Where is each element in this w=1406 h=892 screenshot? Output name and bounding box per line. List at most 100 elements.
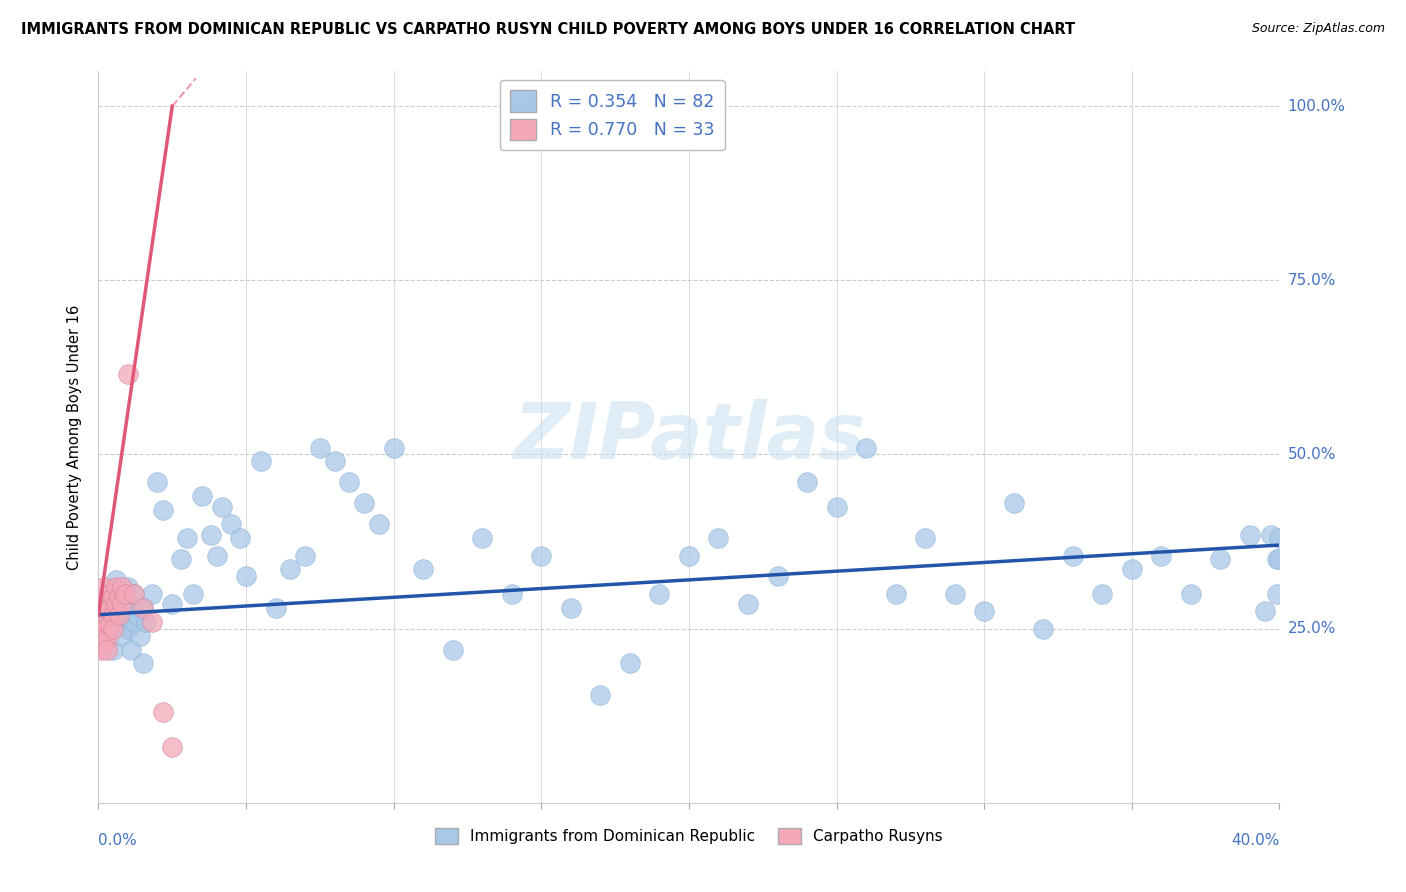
Point — [648, 587, 671, 601]
Point — [90, 629, 112, 643]
Point — [96, 632, 118, 646]
Point — [855, 441, 877, 455]
Point — [146, 475, 169, 490]
Point — [1180, 587, 1202, 601]
Text: 0.0%: 0.0% — [98, 833, 138, 848]
Point — [117, 622, 139, 636]
Point — [1254, 604, 1277, 618]
Point — [128, 629, 150, 643]
Point — [530, 549, 553, 563]
Point — [135, 615, 157, 629]
Point — [122, 587, 145, 601]
Text: IMMIGRANTS FROM DOMINICAN REPUBLIC VS CARPATHO RUSYN CHILD POVERTY AMONG BOYS UN: IMMIGRANTS FROM DOMINICAN REPUBLIC VS CA… — [21, 22, 1076, 37]
Point — [943, 587, 966, 601]
Legend: Immigrants from Dominican Republic, Carpatho Rusyns: Immigrants from Dominican Republic, Carp… — [429, 822, 949, 850]
Point — [1150, 549, 1173, 563]
Point — [309, 441, 332, 455]
Point — [221, 517, 243, 532]
Point — [1091, 587, 1114, 601]
Point — [1265, 552, 1288, 566]
Point — [181, 587, 204, 601]
Point — [120, 642, 142, 657]
Point — [678, 549, 700, 563]
Point — [1268, 531, 1291, 545]
Point — [103, 591, 125, 605]
Point — [152, 705, 174, 719]
Point — [884, 587, 907, 601]
Point — [90, 615, 112, 629]
Text: 75.0%: 75.0% — [1288, 273, 1336, 288]
Point — [93, 580, 115, 594]
Point — [93, 594, 115, 608]
Point — [103, 622, 125, 636]
Point — [152, 503, 174, 517]
Point — [96, 618, 118, 632]
Point — [1002, 496, 1025, 510]
Point — [353, 496, 375, 510]
Point — [96, 642, 118, 657]
Point — [96, 587, 118, 601]
Point — [125, 607, 148, 622]
Text: 50.0%: 50.0% — [1288, 447, 1336, 462]
Point — [103, 607, 125, 622]
Point — [211, 500, 233, 514]
Point — [105, 580, 128, 594]
Point — [122, 615, 145, 629]
Point — [103, 607, 125, 622]
Point — [108, 587, 131, 601]
Point — [90, 600, 112, 615]
Point — [825, 500, 848, 514]
Point — [93, 635, 115, 649]
Point — [162, 597, 183, 611]
Point — [737, 597, 759, 611]
Point — [93, 600, 115, 615]
Point — [471, 531, 494, 545]
Point — [560, 600, 582, 615]
Point — [96, 604, 118, 618]
Point — [339, 475, 361, 490]
Point — [98, 600, 121, 615]
Point — [114, 587, 136, 601]
Point — [796, 475, 818, 490]
Point — [170, 552, 193, 566]
Point — [93, 622, 115, 636]
Point — [132, 657, 155, 671]
Point — [108, 591, 131, 605]
Point — [205, 549, 228, 563]
Text: 25.0%: 25.0% — [1288, 621, 1336, 636]
Point — [132, 600, 155, 615]
Point — [122, 587, 145, 601]
Point — [1062, 549, 1084, 563]
Point — [264, 600, 287, 615]
Point — [589, 688, 612, 702]
Point — [114, 607, 136, 622]
Point — [294, 549, 316, 563]
Point — [191, 489, 214, 503]
Point — [96, 594, 118, 608]
Point — [235, 569, 257, 583]
Text: 100.0%: 100.0% — [1288, 99, 1346, 113]
Text: ZIPatlas: ZIPatlas — [513, 399, 865, 475]
Point — [108, 615, 131, 629]
Point — [111, 629, 134, 643]
Point — [111, 580, 134, 594]
Point — [250, 454, 273, 468]
Point — [103, 642, 125, 657]
Point — [117, 368, 139, 382]
Point — [98, 618, 121, 632]
Point — [98, 587, 121, 601]
Point — [501, 587, 523, 601]
Point — [914, 531, 936, 545]
Point — [1121, 562, 1143, 576]
Text: Source: ZipAtlas.com: Source: ZipAtlas.com — [1251, 22, 1385, 36]
Point — [111, 594, 134, 608]
Point — [1209, 552, 1232, 566]
Point — [141, 587, 163, 601]
Point — [707, 531, 730, 545]
Point — [412, 562, 434, 576]
Point — [111, 597, 134, 611]
Point — [619, 657, 641, 671]
Point — [323, 454, 346, 468]
Point — [1268, 552, 1291, 566]
Point — [132, 600, 155, 615]
